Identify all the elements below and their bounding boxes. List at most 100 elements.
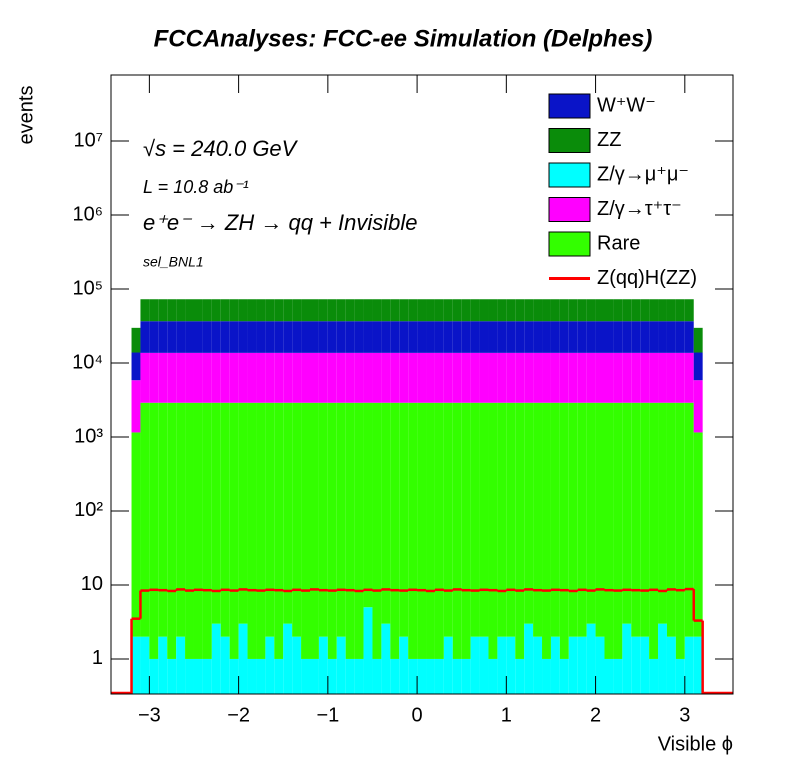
bar [613, 299, 623, 322]
bar [185, 402, 194, 659]
bar [426, 658, 435, 694]
bar [301, 658, 311, 694]
bar [452, 299, 462, 322]
bar [238, 623, 248, 694]
bar [622, 321, 632, 353]
bar [658, 352, 667, 403]
bar [675, 352, 685, 403]
bar [247, 402, 257, 659]
bar [292, 321, 302, 353]
bar [327, 402, 337, 659]
bar [292, 352, 302, 403]
bar [318, 352, 328, 403]
annotation: e⁺e⁻ → ZH → qq + Invisible [143, 210, 418, 235]
bar [658, 623, 667, 694]
bar [595, 402, 605, 637]
bar [399, 636, 409, 694]
bar [140, 402, 150, 637]
bar [301, 299, 311, 322]
bar [158, 321, 168, 353]
bar [550, 352, 560, 403]
bar [640, 636, 650, 694]
bar [336, 636, 346, 694]
bar [354, 321, 364, 353]
bar [488, 658, 498, 694]
bar [568, 299, 578, 322]
bar [506, 321, 516, 353]
bar [399, 352, 409, 403]
bar [470, 402, 480, 637]
bar [417, 658, 427, 694]
bar [461, 299, 471, 322]
bar [577, 299, 587, 322]
y-tick-label: 10⁶ [73, 203, 103, 225]
bar [497, 352, 507, 403]
bar [577, 352, 587, 403]
bar [479, 402, 489, 637]
bar [336, 352, 346, 403]
bar [461, 658, 471, 694]
bar [417, 402, 427, 659]
bar [229, 658, 239, 694]
bar [381, 352, 391, 403]
bar [568, 352, 578, 403]
bar [283, 402, 293, 624]
bar [488, 321, 498, 353]
bar [675, 321, 685, 353]
bar [345, 299, 355, 322]
bar [666, 299, 676, 322]
bar [372, 352, 382, 403]
bar [408, 402, 418, 659]
bar [684, 299, 694, 322]
bar [318, 299, 328, 322]
bar [684, 321, 694, 353]
bar [434, 299, 444, 322]
bar [470, 352, 480, 403]
legend-swatch [548, 128, 591, 153]
bar [363, 607, 373, 694]
bar [283, 352, 293, 403]
bar [131, 380, 141, 433]
bar [229, 352, 239, 403]
bar [684, 402, 694, 637]
bar [479, 299, 489, 322]
bar [399, 321, 409, 353]
bar [327, 321, 337, 353]
bar [167, 321, 177, 353]
bar [595, 352, 605, 403]
bar [658, 321, 667, 353]
bar [479, 636, 489, 694]
bar [247, 352, 257, 403]
bar [658, 402, 667, 624]
bar [515, 658, 525, 694]
bar [265, 636, 275, 694]
bar [211, 623, 221, 694]
bar [675, 402, 685, 659]
bar [515, 352, 525, 403]
bar [542, 352, 551, 403]
bar [140, 321, 150, 353]
bar [640, 402, 650, 637]
bar [666, 352, 676, 403]
bar [381, 299, 391, 322]
bar [238, 321, 248, 353]
bar [140, 352, 150, 403]
bar [372, 402, 382, 659]
bar [434, 658, 444, 694]
bar [426, 402, 435, 659]
bar [488, 352, 498, 403]
bar [220, 402, 230, 637]
bar [515, 402, 525, 659]
bar [345, 321, 355, 353]
bar [649, 321, 659, 353]
y-tick-label: 1 [92, 647, 103, 669]
bar [550, 299, 560, 322]
legend-label: Z/γ→μ⁺μ⁻ [597, 163, 689, 185]
bar [202, 402, 212, 659]
bar [247, 299, 257, 322]
bar [461, 321, 471, 353]
bar [274, 402, 284, 659]
bar [524, 321, 534, 353]
legend-swatch [548, 162, 591, 188]
